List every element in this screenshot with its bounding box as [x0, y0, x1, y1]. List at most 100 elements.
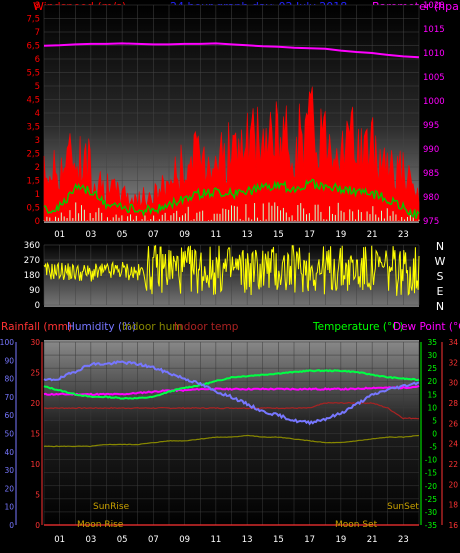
temp-hour-label: 15	[273, 535, 284, 545]
barometer-y-tick: 980	[423, 193, 439, 203]
rainfall-y-tick: 15	[30, 430, 40, 439]
temp-hour-label: 11	[210, 535, 221, 545]
indoor-temp-y-tick: 28	[448, 399, 458, 408]
direction-y-tick: 0	[35, 301, 40, 311]
wind-hour-label: 03	[85, 230, 96, 240]
humidity-y-tick: 50	[4, 430, 14, 439]
temp-hour-label: 13	[242, 535, 253, 545]
wind-hour-label: 15	[273, 230, 284, 240]
direction-y-axis: 0 90 180 270 360	[24, 241, 40, 311]
humidity-y-axis: 0 10 20 30 40 50 60 70 80 90 100	[0, 338, 14, 530]
indoor-temp-y-axis: 16 18 20 22 24 26 28 30 32 34	[448, 338, 458, 530]
barometer-y-tick: 1015	[423, 25, 445, 35]
humidity-y-tick: 70	[4, 393, 14, 402]
wind-y-tick: 7	[35, 28, 40, 38]
wind-hour-label: 17	[304, 230, 315, 240]
barometer-y-tick: 975	[423, 217, 439, 227]
moonrise-label: Moon Rise	[77, 520, 124, 530]
barometer-y-tick: 1020	[423, 1, 445, 11]
indoor-temp-y-tick: 18	[448, 501, 458, 510]
wind-y-tick: 4,5	[26, 96, 40, 106]
moonset-label: Moon Set	[335, 520, 378, 530]
rainfall-y-tick: 5	[35, 491, 40, 500]
wind-y-tick: 6,5	[26, 42, 40, 52]
rainfall-y-tick: 10	[30, 460, 40, 469]
indoor-temp-title: Indoor temp	[174, 321, 239, 333]
wind-y-tick: 8	[35, 1, 40, 11]
wind-hour-label: 19	[335, 230, 346, 240]
wind-x-axis: 01 03 05 07 09 11 13 15 17 19 21 23	[54, 230, 409, 240]
wind-hour-label: 01	[54, 230, 65, 240]
temperature-y-tick: -35	[425, 521, 437, 530]
temp-hour-label: 09	[179, 535, 190, 545]
wind-hour-label: 23	[398, 230, 409, 240]
direction-y-tick: 360	[24, 241, 40, 251]
wind-hour-label: 05	[117, 230, 128, 240]
indoor-temp-y-tick: 30	[448, 379, 458, 388]
temperature-y-tick: 20	[427, 377, 437, 386]
rainfall-y-tick: 25	[30, 369, 40, 378]
wind-average-line	[43, 178, 420, 219]
temp-hour-label: 03	[85, 535, 96, 545]
humidity-y-tick: 100	[0, 338, 14, 347]
temperature-y-tick: -15	[425, 469, 437, 478]
temperature-y-tick: -5	[430, 443, 438, 452]
temperature-line	[43, 369, 420, 400]
humidity-y-tick: 60	[4, 411, 14, 420]
wind-hour-label: 11	[210, 230, 221, 240]
barometer-y-axis: 975 980 985 990 995 1000 1005 1010 1015 1020	[423, 1, 445, 227]
compass-letter: N	[436, 240, 444, 253]
compass-letter: E	[437, 285, 444, 298]
wind-y-tick: 1,5	[26, 177, 40, 187]
wind-y-tick: 2,5	[26, 150, 40, 160]
direction-y-tick: 90	[29, 286, 40, 296]
indoor-temp-y-tick: 22	[448, 460, 458, 469]
wind-y-tick: 5,5	[26, 69, 40, 79]
indoor-temp-y-tick: 34	[448, 338, 458, 347]
indoor-temp-y-tick: 20	[448, 480, 458, 489]
wind-y-tick: 7,5	[26, 15, 40, 25]
indoor-temp-y-tick: 24	[448, 440, 458, 449]
wind-hour-label: 07	[148, 230, 159, 240]
rainfall-y-tick: 20	[30, 399, 40, 408]
wind-y-axis: 0 0,5 1 1,5 2 2,5 3 3,5 4 4,5 5 5,5 6 6,5 7 7,5 8	[26, 1, 40, 227]
temp-hour-label: 23	[398, 535, 409, 545]
temperature-y-tick: 25	[427, 364, 437, 373]
wind-y-tick: 4	[35, 109, 40, 119]
dewpoint-line	[43, 384, 420, 396]
humidity-y-tick: 20	[4, 484, 14, 493]
wind-hour-label: 13	[242, 230, 253, 240]
wind-y-tick: 0,5	[26, 204, 40, 214]
barometer-y-tick: 1000	[423, 97, 445, 107]
temp-hour-label: 19	[335, 535, 346, 545]
temperature-y-tick: -20	[425, 482, 437, 491]
compass-letter: S	[437, 270, 444, 283]
temperature-y-tick: 5	[432, 416, 437, 425]
indoor-temp-y-tick: 16	[448, 521, 458, 530]
humidity-y-tick: 30	[4, 466, 14, 475]
temperature-y-axis: -35 -30 -25 -20 -15 -10 -5 0 5 10 15 20 25 30 35	[425, 338, 437, 530]
indoor-hum-title: Indoor hum	[122, 321, 182, 333]
dewpoint-axis-title: Dew Point (°C)	[393, 321, 460, 333]
temperature-y-tick: 10	[427, 403, 437, 412]
temperature-y-tick: -25	[425, 495, 437, 504]
barometer-y-tick: 1005	[423, 73, 445, 83]
barometer-y-tick: 1010	[423, 49, 445, 59]
humidity-y-tick: 0	[9, 521, 14, 530]
wind-y-tick: 3	[35, 136, 40, 146]
temperature-y-tick: 35	[427, 338, 437, 347]
temperature-marks	[43, 360, 420, 526]
temperature-y-tick: -10	[425, 456, 437, 465]
direction-y-tick: 270	[24, 256, 40, 266]
wind-direction-trace	[43, 245, 420, 296]
humidity-y-tick: 90	[4, 356, 14, 365]
wind-y-tick: 5	[35, 82, 40, 92]
rainfall-axis-title: Rainfall (mm)	[1, 321, 72, 333]
humidity-line	[43, 360, 420, 426]
compass-letter: W	[435, 255, 446, 268]
barometer-y-tick: 985	[423, 169, 439, 179]
indoor-humidity-line	[43, 434, 420, 448]
temp-hour-label: 07	[148, 535, 159, 545]
